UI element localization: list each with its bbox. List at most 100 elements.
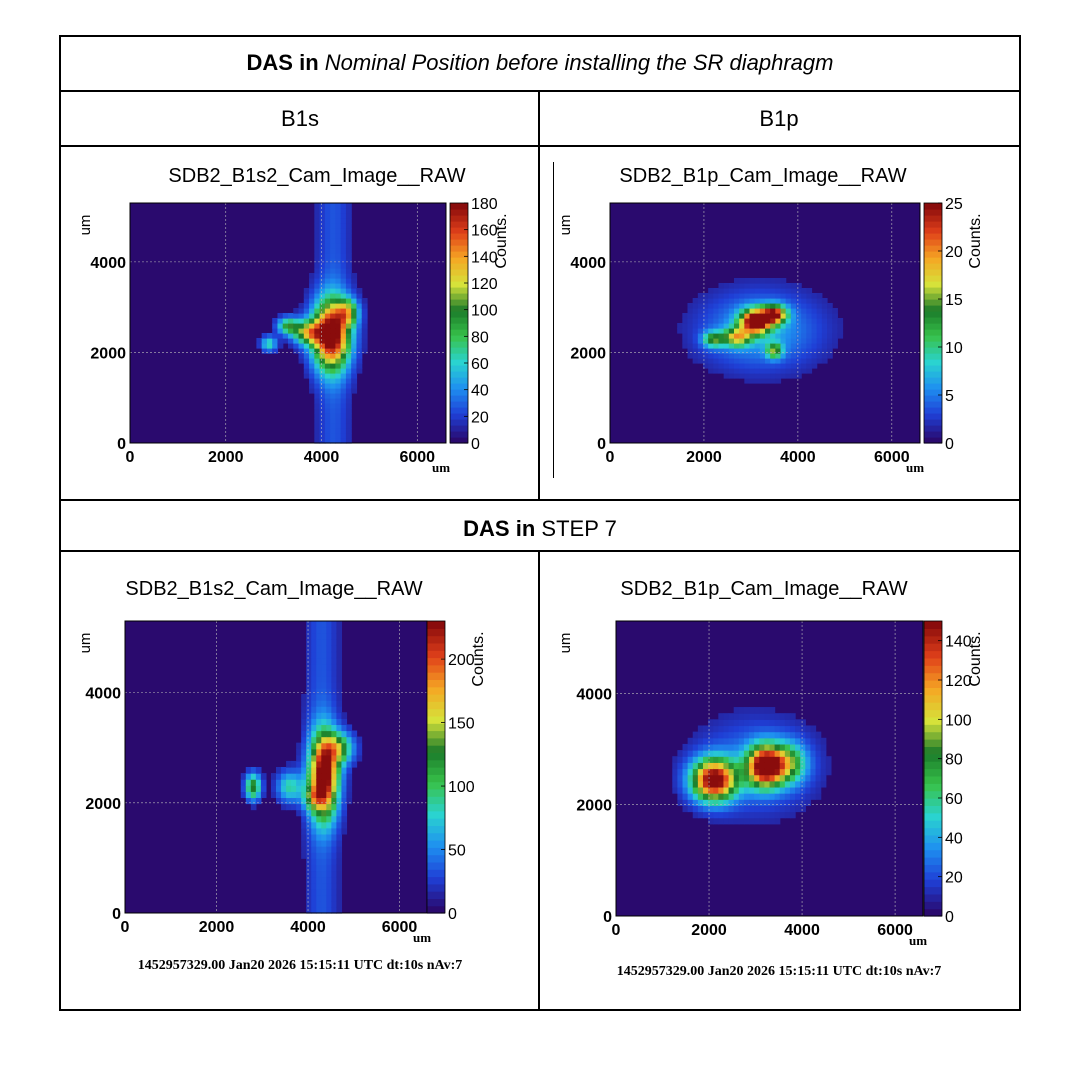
- heatmap-cell: [785, 288, 792, 294]
- heatmap-cell: [282, 333, 289, 339]
- heatmap-cell: [723, 713, 730, 720]
- heatmap-cell: [728, 750, 735, 757]
- heatmap-cell: [765, 283, 771, 289]
- heatmap-cell: [340, 228, 347, 234]
- heatmap-cell: [326, 712, 332, 719]
- heatmap-cell: [361, 343, 368, 349]
- color-scale-segment: [924, 287, 942, 294]
- heatmap-cell: [326, 730, 332, 738]
- heatmap-cell: [713, 348, 720, 354]
- heatmap-cell: [316, 651, 322, 659]
- heatmap-cell: [331, 760, 337, 768]
- heatmap-cell: [330, 253, 336, 259]
- color-scale-label: 0: [945, 436, 954, 453]
- heatmap-cell: [340, 388, 347, 394]
- heatmap-cell: [314, 328, 321, 334]
- heatmap-cell: [245, 785, 252, 792]
- heatmap-cell: [330, 328, 336, 334]
- heatmap-cell: [754, 343, 761, 349]
- heatmap-cell: [789, 762, 796, 770]
- heatmap-cell: [713, 743, 719, 751]
- heatmap-cell: [331, 785, 337, 792]
- heatmap-cell: [703, 318, 709, 324]
- heatmap-cell: [754, 323, 761, 329]
- heatmap-cell: [345, 243, 352, 249]
- heatmap-cell: [336, 730, 343, 738]
- heatmap-cell: [769, 786, 776, 794]
- heatmap-cell: [331, 888, 337, 896]
- heatmap-cell: [326, 633, 332, 640]
- heatmap-cell: [796, 288, 802, 294]
- color-scale-segment: [427, 818, 445, 826]
- heatmap-cell: [260, 779, 267, 786]
- y-tick-label: 0: [603, 909, 612, 926]
- heatmap-cell: [734, 313, 740, 319]
- heatmap-cell: [759, 799, 765, 806]
- heatmap-cell: [309, 368, 315, 374]
- heatmap-cell: [340, 213, 347, 219]
- heatmap-cell: [345, 288, 352, 294]
- heatmap-cell: [800, 774, 806, 782]
- heatmap-cell: [296, 803, 302, 811]
- heatmap-cell: [335, 333, 342, 339]
- heatmap-cell: [733, 756, 740, 763]
- heatmap-cell: [298, 343, 305, 349]
- heatmap-cell: [770, 303, 776, 309]
- heatmap-cell: [708, 762, 714, 770]
- heatmap-cell: [749, 333, 756, 339]
- color-scale-segment: [924, 739, 942, 747]
- heatmap-cell: [335, 368, 342, 374]
- heatmap-cell: [790, 348, 797, 354]
- color-scale-segment: [427, 825, 445, 834]
- heatmap-cell: [321, 633, 327, 640]
- color-scale-segment: [427, 708, 445, 717]
- heatmap-cell: [336, 736, 343, 744]
- heatmap-cell: [321, 694, 327, 701]
- heatmap-cell: [765, 328, 771, 334]
- heatmap-cell: [739, 318, 745, 324]
- heatmap-cell: [286, 760, 292, 768]
- y-axis-label: um: [77, 215, 94, 236]
- heatmap-cell: [340, 393, 347, 399]
- color-scale-segment: [450, 299, 468, 306]
- heatmap-cell: [697, 811, 704, 819]
- heatmap-cell: [319, 313, 326, 319]
- heatmap-cell: [739, 343, 745, 349]
- heatmap-cell: [298, 318, 305, 324]
- heatmap-cell: [336, 846, 343, 853]
- color-scale-segment: [924, 694, 942, 703]
- heatmap-cell: [255, 779, 262, 786]
- heatmap-cell: [336, 821, 343, 829]
- heatmap-cell: [733, 713, 740, 720]
- heatmap-cell: [723, 793, 730, 800]
- heatmap-cell: [331, 815, 337, 823]
- heatmap-cell: [314, 288, 321, 294]
- heatmap-cell: [805, 750, 812, 757]
- heatmap-cell: [703, 298, 709, 304]
- color-scale-label: 40: [471, 383, 489, 400]
- heatmap-cell: [314, 393, 321, 399]
- heatmap-cell: [301, 852, 307, 859]
- heatmap-cell: [815, 762, 822, 770]
- heatmap-cell: [330, 233, 336, 239]
- heatmap-cell: [330, 203, 336, 209]
- heatmap-cell: [795, 762, 801, 770]
- color-scale-segment: [450, 275, 468, 282]
- heatmap-cell: [340, 428, 347, 434]
- heatmap-cell: [311, 858, 317, 865]
- heatmap-cell: [796, 318, 802, 324]
- heatmap-cell: [330, 413, 336, 419]
- heatmap-cell: [708, 298, 714, 304]
- heatmap-cell: [832, 318, 838, 324]
- heatmap-cell: [303, 368, 310, 374]
- heatmap-cell: [759, 719, 765, 727]
- heatmap-cell: [723, 750, 730, 757]
- heatmap-cell: [728, 333, 735, 339]
- heatmap-cell: [326, 663, 332, 671]
- heatmap-cell: [713, 756, 719, 763]
- heatmap-cell: [319, 328, 326, 334]
- heatmap-cell: [330, 308, 336, 314]
- heatmap-cell: [321, 864, 327, 872]
- heatmap-cell: [311, 730, 317, 738]
- heatmap-cell: [331, 675, 337, 683]
